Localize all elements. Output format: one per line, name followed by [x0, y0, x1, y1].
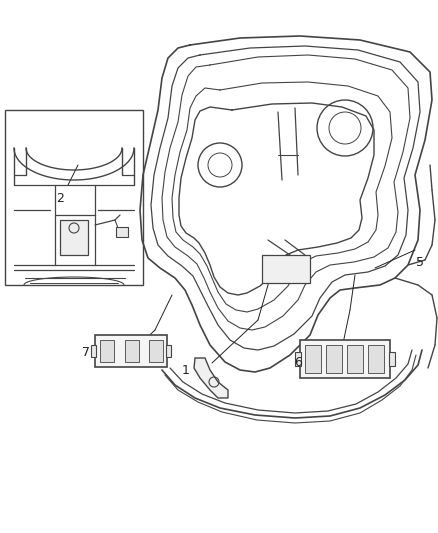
Bar — [95, 335, 167, 367]
Bar — [91, 345, 96, 357]
Bar — [116, 227, 128, 237]
Text: 2: 2 — [56, 191, 64, 205]
Bar — [100, 340, 114, 362]
Text: 1: 1 — [182, 364, 190, 376]
Bar — [368, 345, 384, 373]
Text: 7: 7 — [82, 345, 90, 359]
Bar — [295, 352, 301, 366]
Bar — [326, 345, 342, 373]
Bar — [389, 352, 395, 366]
Bar — [262, 255, 310, 283]
Text: 5: 5 — [416, 255, 424, 269]
Bar — [60, 220, 88, 255]
Text: 6: 6 — [294, 356, 302, 368]
Bar — [5, 110, 143, 285]
Bar — [124, 340, 138, 362]
Bar — [149, 340, 163, 362]
Bar — [305, 345, 321, 373]
Polygon shape — [194, 358, 228, 398]
Bar — [300, 340, 390, 378]
Bar — [347, 345, 363, 373]
Bar — [166, 345, 171, 357]
